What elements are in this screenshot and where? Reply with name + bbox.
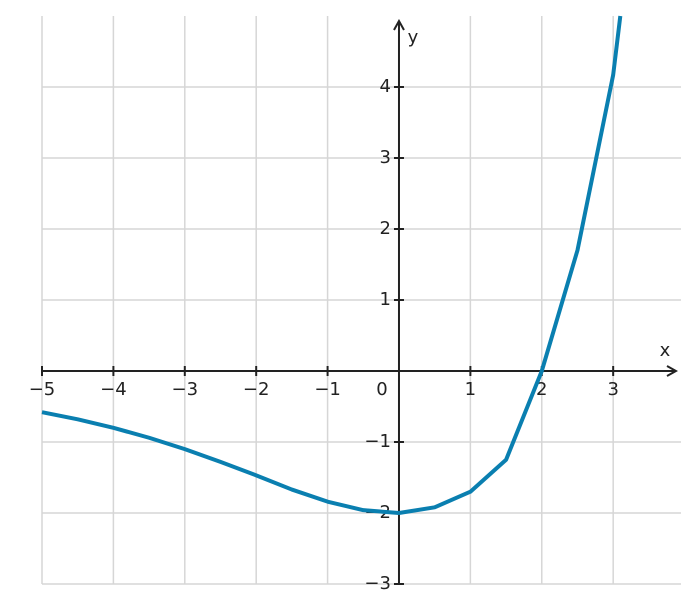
y-tick-label: 3 xyxy=(380,147,391,168)
x-axis-label: x xyxy=(660,340,671,361)
x-tick-label: 2 xyxy=(536,379,547,400)
x-tick-label: 3 xyxy=(607,379,618,400)
y-tick-label: −1 xyxy=(364,431,391,452)
y-tick-label: 2 xyxy=(380,218,391,239)
x-tick-label: −4 xyxy=(100,379,127,400)
x-tick-label: 0 xyxy=(376,379,387,400)
x-tick-label: −3 xyxy=(172,379,199,400)
x-tick-label: −1 xyxy=(314,379,341,400)
y-tick-label: 4 xyxy=(380,76,391,97)
y-tick-label: −3 xyxy=(364,573,391,594)
y-axis-label: y xyxy=(408,27,419,48)
y-tick-label: 1 xyxy=(380,289,391,310)
x-tick-label: −5 xyxy=(29,379,56,400)
x-tick-label: 1 xyxy=(465,379,476,400)
x-tick-label: −2 xyxy=(243,379,270,400)
curve xyxy=(41,15,623,515)
